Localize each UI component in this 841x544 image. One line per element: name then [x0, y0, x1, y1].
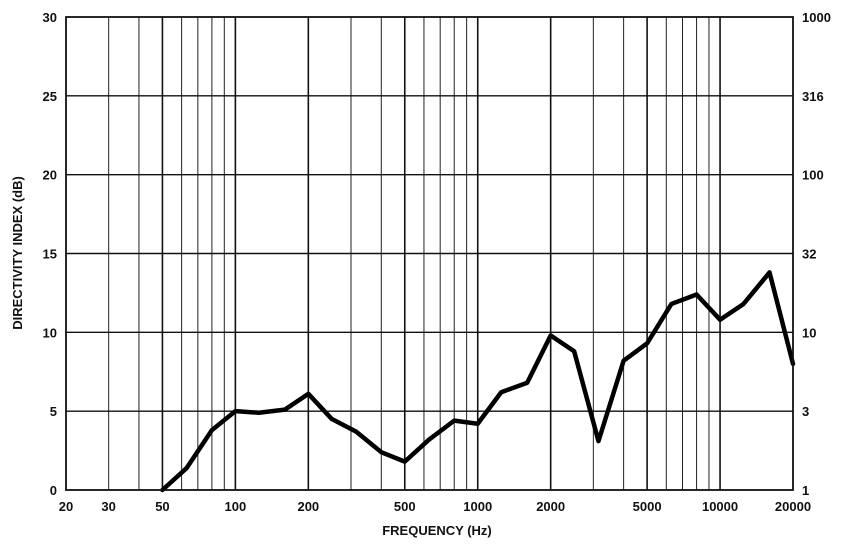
x-tick-label: 20: [59, 499, 73, 514]
y2-tick-label: 316: [802, 89, 824, 104]
y2-tick-label: 3: [802, 404, 809, 419]
x-tick-label: 5000: [633, 499, 662, 514]
x-tick-label: 30: [101, 499, 115, 514]
x-tick-label: 10000: [702, 499, 738, 514]
x-tick-labels: 20 30 50 100 200 500 1000 2000 5000 10000 20000: [59, 499, 811, 514]
y-tick-label: 30: [43, 10, 57, 25]
y-tick-label: 15: [43, 247, 57, 262]
y-tick-label: 20: [43, 168, 57, 183]
x-tick-label: 500: [394, 499, 416, 514]
plot-frame: [65, 16, 794, 491]
y-axis-label: DIRECTIVITY INDEX (dB): [10, 176, 25, 330]
y2-tick-label: 32: [802, 247, 816, 262]
y2-tick-label: 1000: [802, 10, 831, 25]
x-tick-label: 50: [155, 499, 169, 514]
y-tick-label: 10: [43, 325, 57, 340]
y2-tick-label: 100: [802, 168, 824, 183]
y2-tick-label: 1: [802, 483, 809, 498]
x-tick-label: 200: [297, 499, 319, 514]
y-tick-label: 0: [50, 483, 57, 498]
y-tick-label: 25: [43, 89, 57, 104]
plot-area: [160, 270, 796, 493]
x-tick-label: 20000: [775, 499, 811, 514]
grid-lines: [66, 17, 793, 490]
y2-tick-label: 10: [802, 325, 816, 340]
y-tick-labels: 0 5 10 15 20 25 30: [43, 10, 57, 498]
x-tick-label: 2000: [536, 499, 565, 514]
x-axis-label: FREQUENCY (Hz): [382, 523, 492, 538]
y-tick-label: 5: [50, 404, 57, 419]
x-tick-label: 100: [225, 499, 247, 514]
series-line: [160, 270, 796, 493]
plot-border: [65, 16, 794, 491]
x-tick-label: 1000: [463, 499, 492, 514]
y2-tick-labels: 1 3 10 32 100 316 1000: [802, 10, 831, 498]
